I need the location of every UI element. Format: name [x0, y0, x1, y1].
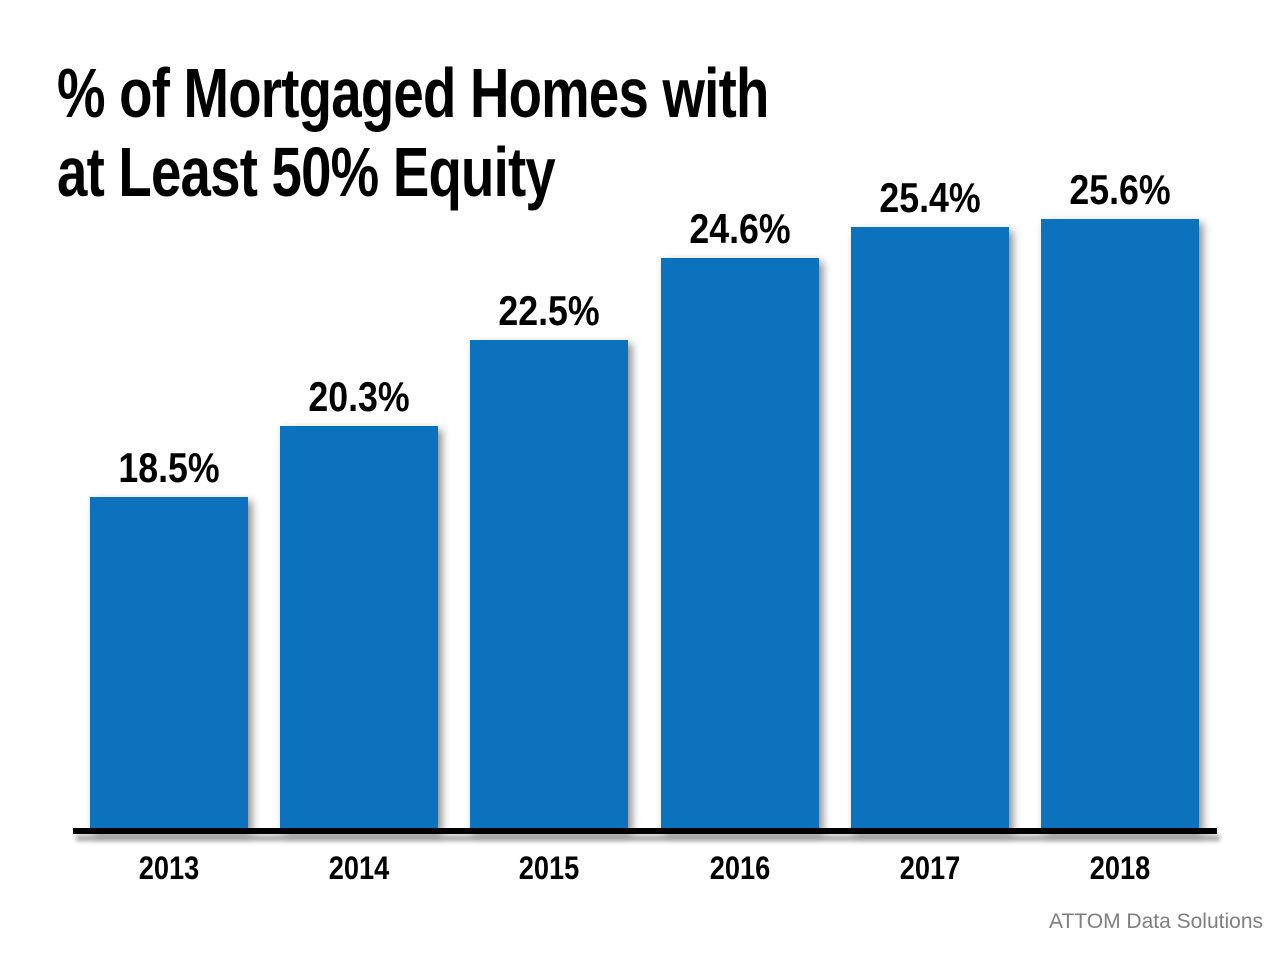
bar-value-label-2013: 18.5% — [118, 444, 220, 491]
x-tick-label-2013: 2013 — [138, 850, 200, 886]
bar-2014 — [280, 426, 438, 830]
chart-title: % of Mortgaged Homes with at Least 50% E… — [57, 54, 769, 212]
bar-value-label-2017: 25.4% — [879, 174, 981, 221]
bar-2017 — [851, 227, 1009, 830]
x-tick-label-2018: 2018 — [1089, 850, 1151, 886]
bar-2018 — [1041, 219, 1199, 830]
bar-2015 — [470, 340, 628, 830]
bar-2016 — [661, 258, 819, 830]
x-tick-label-2015: 2015 — [518, 850, 580, 886]
x-tick-label-2016: 2016 — [709, 850, 771, 886]
x-tick-label-2014: 2014 — [328, 850, 390, 886]
x-axis-line — [73, 828, 1217, 834]
bar-value-label-2015: 22.5% — [498, 287, 600, 334]
chart-title-line1: % of Mortgaged Homes with — [57, 54, 769, 132]
attribution-text: ATTOM Data Solutions — [1049, 910, 1263, 933]
bar-2013 — [90, 497, 248, 830]
chart-title-line2: at Least 50% Equity — [57, 133, 556, 211]
bar-value-label-2014: 20.3% — [308, 373, 410, 420]
bar-value-label-2016: 24.6% — [689, 205, 791, 252]
x-tick-label-2017: 2017 — [899, 850, 961, 886]
bar-value-label-2018: 25.6% — [1069, 166, 1171, 213]
